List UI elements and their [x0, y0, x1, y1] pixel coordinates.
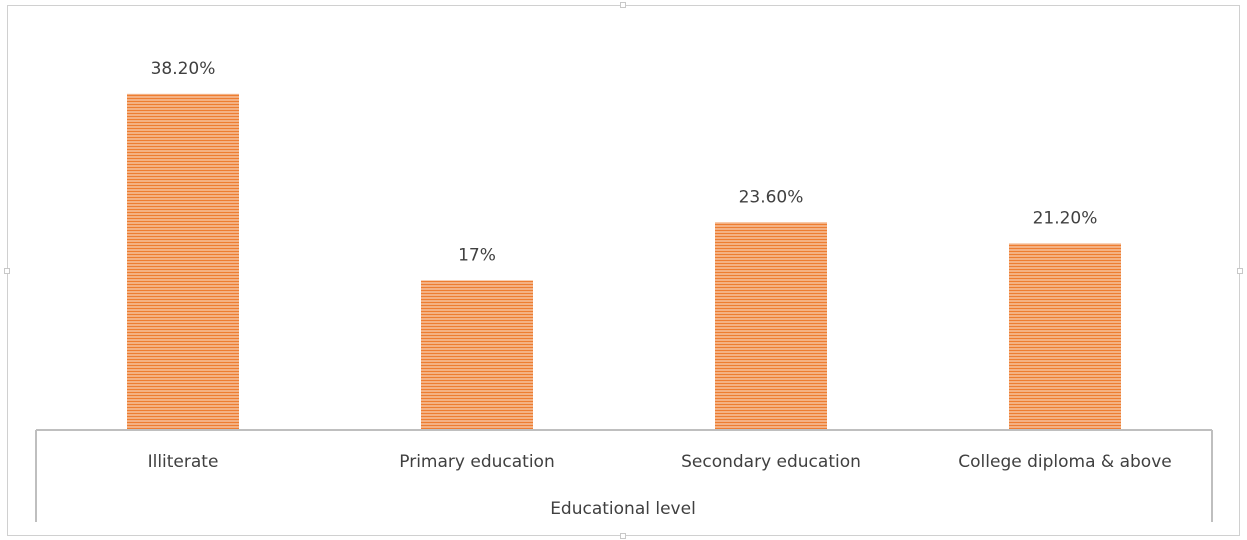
data-label-3: 23.60%	[739, 187, 804, 207]
bar-2	[421, 280, 533, 430]
category-label-1: Illiterate	[148, 452, 219, 472]
category-label-3: Secondary education	[681, 452, 861, 472]
resize-handle-left[interactable]	[4, 268, 10, 274]
bar-1	[127, 93, 239, 430]
resize-handle-right[interactable]	[1237, 268, 1243, 274]
data-label-4: 21.20%	[1033, 208, 1098, 228]
category-label-4: College diploma & above	[958, 452, 1171, 472]
data-label-2: 17%	[458, 245, 496, 265]
category-axis: Illiterate Primary education Secondary edu…	[35, 429, 1213, 522]
bars-layer: 38.20% 17% 23.60% 21.20%	[127, 59, 1121, 430]
resize-handle-top[interactable]	[620, 2, 626, 8]
resize-handle-bottom[interactable]	[620, 533, 626, 539]
data-label-1: 38.20%	[151, 59, 216, 79]
bar-4	[1009, 243, 1121, 430]
bar-3	[715, 222, 827, 430]
chart-frame[interactable]	[4, 2, 1243, 539]
category-label-2: Primary education	[399, 452, 554, 472]
x-axis-title: Educational level	[550, 499, 696, 519]
